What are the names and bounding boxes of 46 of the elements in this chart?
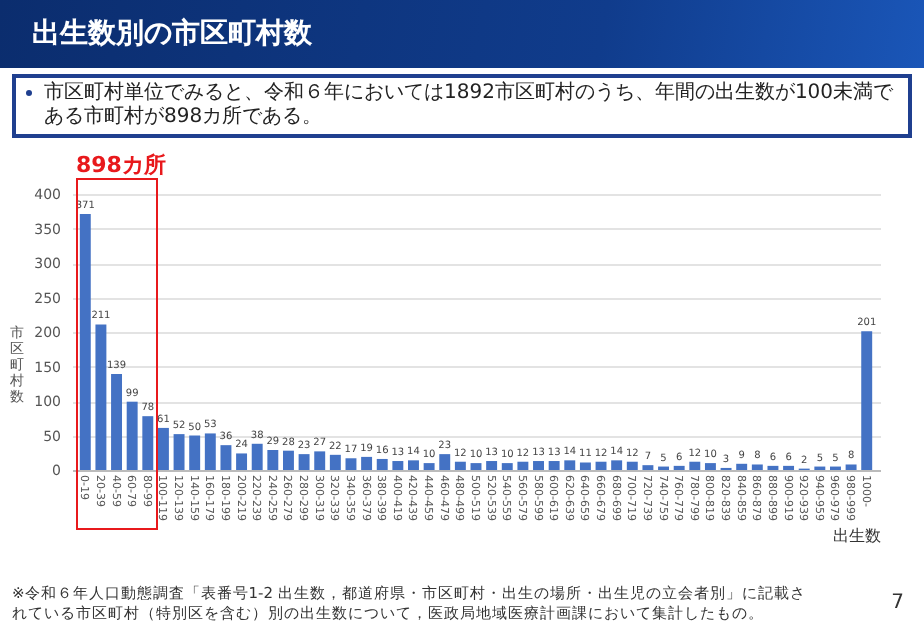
bar — [392, 461, 404, 470]
bar — [329, 454, 341, 470]
bar — [533, 461, 544, 470]
bar — [501, 463, 513, 470]
bar — [408, 460, 419, 470]
bar — [626, 461, 638, 470]
bar — [95, 324, 107, 470]
bar — [126, 401, 138, 470]
bar — [220, 445, 232, 470]
bar — [439, 454, 451, 470]
bar — [189, 435, 201, 470]
bar — [486, 461, 498, 470]
bar — [423, 463, 435, 470]
chart-title: 出生数別の市区町村数 — [0, 0, 924, 68]
bar — [704, 463, 716, 470]
bar — [298, 454, 310, 470]
bar — [111, 374, 123, 470]
bar — [267, 449, 279, 470]
bar — [751, 464, 763, 470]
bar — [454, 461, 466, 470]
bar — [142, 416, 154, 470]
bar — [157, 427, 169, 470]
bar — [517, 461, 529, 470]
bar — [470, 463, 482, 470]
bar — [376, 458, 388, 470]
bar — [173, 434, 185, 470]
text: 898カ所 — [75, 150, 166, 180]
bar — [845, 464, 857, 470]
bar — [579, 462, 591, 470]
bar — [251, 443, 263, 470]
x-axis-title: 出生数 — [833, 526, 881, 545]
bar — [861, 331, 873, 470]
chart-subtitle: 市区町村単位でみると、令和６年においては1892市区町村のうち、年間の出生数が100未満である市町村が898カ所である。 — [44, 82, 896, 130]
bar — [361, 456, 373, 470]
bar — [314, 451, 326, 470]
bar — [611, 460, 623, 470]
bar — [548, 461, 560, 470]
bar — [236, 453, 248, 470]
bar — [79, 214, 91, 470]
bar — [345, 458, 357, 470]
bar — [282, 450, 294, 470]
bar — [204, 433, 216, 470]
bar — [689, 461, 701, 470]
bar — [736, 463, 748, 470]
bar — [564, 460, 576, 470]
text: 7 — [891, 592, 904, 614]
